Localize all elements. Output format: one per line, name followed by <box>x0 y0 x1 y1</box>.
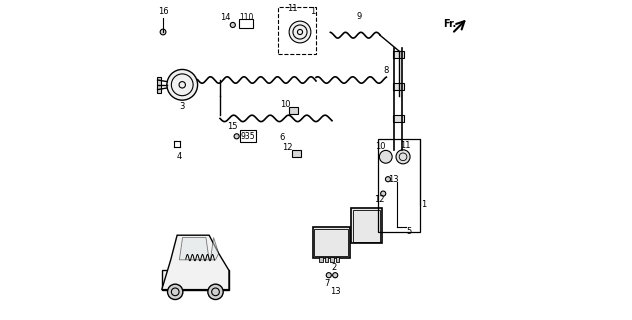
Text: 110: 110 <box>239 13 253 22</box>
Bar <box>319 257 323 262</box>
Circle shape <box>208 284 223 300</box>
Circle shape <box>386 177 391 182</box>
Text: 12: 12 <box>282 143 293 152</box>
Text: 12: 12 <box>374 195 384 204</box>
Bar <box>393 83 404 90</box>
Circle shape <box>332 273 337 278</box>
Bar <box>393 115 404 122</box>
Bar <box>240 130 257 142</box>
Bar <box>336 257 339 262</box>
Circle shape <box>230 22 235 28</box>
Text: 1: 1 <box>422 200 427 209</box>
Text: 1: 1 <box>310 7 315 16</box>
Bar <box>157 77 161 93</box>
Bar <box>292 150 301 157</box>
Polygon shape <box>162 235 229 290</box>
Text: 13: 13 <box>330 287 341 296</box>
Text: 6: 6 <box>280 133 285 142</box>
Text: 2: 2 <box>331 263 337 272</box>
Circle shape <box>380 191 386 196</box>
Bar <box>277 7 316 54</box>
Circle shape <box>396 150 410 164</box>
Text: 5: 5 <box>406 227 411 236</box>
Circle shape <box>160 29 166 35</box>
Circle shape <box>289 21 311 43</box>
Bar <box>379 139 420 232</box>
Circle shape <box>167 69 198 100</box>
Bar <box>353 210 380 242</box>
Bar <box>314 229 348 256</box>
Bar <box>330 257 334 262</box>
Circle shape <box>234 134 239 139</box>
Text: Fr.: Fr. <box>443 19 456 29</box>
Text: 935: 935 <box>241 132 255 141</box>
Text: 14: 14 <box>221 13 231 22</box>
Text: 13: 13 <box>388 175 399 184</box>
Polygon shape <box>162 270 229 290</box>
Bar <box>325 257 328 262</box>
Text: 11: 11 <box>399 141 410 150</box>
Bar <box>289 107 298 114</box>
Text: 4: 4 <box>176 152 181 161</box>
Text: 15: 15 <box>228 122 238 131</box>
Text: 9: 9 <box>356 12 362 20</box>
Text: 7: 7 <box>324 279 329 288</box>
Text: 10: 10 <box>375 142 386 151</box>
Text: 8: 8 <box>384 66 389 75</box>
Polygon shape <box>179 237 209 260</box>
Circle shape <box>379 150 392 163</box>
Bar <box>238 19 253 28</box>
Text: 10: 10 <box>281 100 291 108</box>
Bar <box>351 208 382 243</box>
Polygon shape <box>210 237 219 260</box>
Text: 3: 3 <box>179 102 185 111</box>
Circle shape <box>326 273 331 278</box>
Text: 11: 11 <box>287 4 297 13</box>
Circle shape <box>167 284 183 300</box>
Bar <box>313 227 349 258</box>
Bar <box>393 51 404 58</box>
Text: 16: 16 <box>158 7 168 16</box>
